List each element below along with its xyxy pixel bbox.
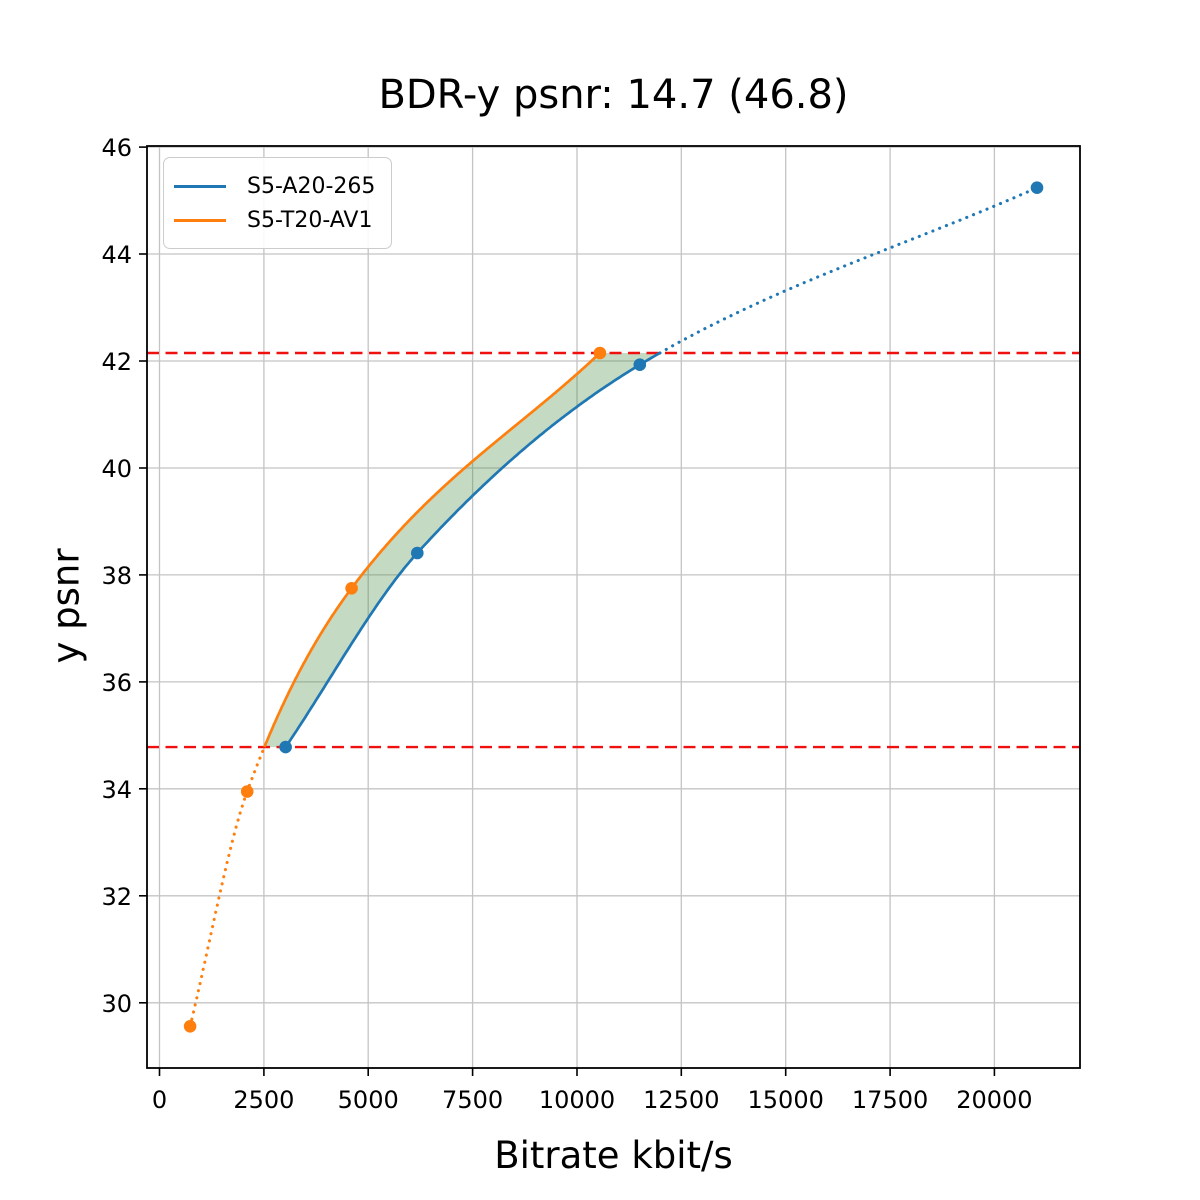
- y-tick-label: 38: [101, 562, 132, 590]
- axis-tick-labels: 0 2500 5000 7500 10000 12500 15000 17500 20000 30…: [101, 134, 1032, 1114]
- data-point-marker: [345, 582, 358, 595]
- y-tick-label: 36: [101, 669, 132, 697]
- y-tick-label: 42: [101, 348, 132, 376]
- x-axis-label: Bitrate kbit/s: [494, 1134, 733, 1177]
- data-point-marker: [183, 1020, 197, 1033]
- gridlines: [147, 146, 1080, 1068]
- data-point-marker: [1030, 181, 1044, 194]
- y-tick-label: 30: [101, 990, 132, 1018]
- curve-dotted-segment: [188, 745, 266, 1028]
- data-point-marker: [633, 358, 647, 372]
- x-tick-label: 2500: [233, 1086, 294, 1114]
- x-tick-label: 17500: [852, 1086, 928, 1114]
- legend: S5-A20-265 S5-T20-AV1: [163, 157, 393, 249]
- x-tick-label: 20000: [956, 1086, 1032, 1114]
- series-markers-s5-t20-av1: [183, 346, 607, 1033]
- series-curve-s5-a20-265: [284, 186, 1039, 748]
- curve-solid-segment: [263, 351, 601, 748]
- legend-line-swatch-blue: [174, 184, 226, 188]
- data-point-marker: [279, 740, 292, 754]
- series-curve-s5-t20-av1: [188, 351, 601, 1028]
- legend-label: S5-T20-AV1: [247, 207, 373, 233]
- data-point-marker: [411, 546, 424, 560]
- x-tick-label: 12500: [643, 1086, 719, 1114]
- x-tick-label: 7500: [442, 1086, 503, 1114]
- data-point-marker: [593, 346, 607, 360]
- bd-shaded-region: [264, 353, 660, 748]
- y-tick-label: 32: [101, 883, 132, 911]
- curve-dotted-segment: [658, 186, 1039, 355]
- y-tick-label: 34: [101, 776, 132, 804]
- y-tick-label: 40: [101, 455, 132, 483]
- y-tick-label: 46: [101, 134, 132, 162]
- legend-line-swatch-orange: [174, 218, 226, 222]
- psnr-threshold-lines: [147, 351, 1080, 749]
- x-tick-label: 10000: [539, 1086, 615, 1114]
- legend-item-s5-t20-av1: S5-T20-AV1: [174, 203, 375, 237]
- x-tick-label: 0: [152, 1086, 167, 1114]
- curve-solid-segment: [284, 351, 661, 748]
- y-tick-label: 44: [101, 241, 132, 269]
- chart-title: BDR-y psnr: 14.7 (46.8): [378, 72, 849, 118]
- series-markers-s5-a20-265: [279, 181, 1044, 754]
- legend-label: S5-A20-265: [247, 173, 376, 199]
- axis-ticks: [139, 146, 996, 1076]
- x-tick-label: 5000: [338, 1086, 399, 1114]
- plot-frame: [146, 145, 1081, 1069]
- x-tick-label: 15000: [748, 1086, 824, 1114]
- data-point-marker: [240, 785, 254, 798]
- legend-item-s5-a20-265: S5-A20-265: [174, 169, 375, 203]
